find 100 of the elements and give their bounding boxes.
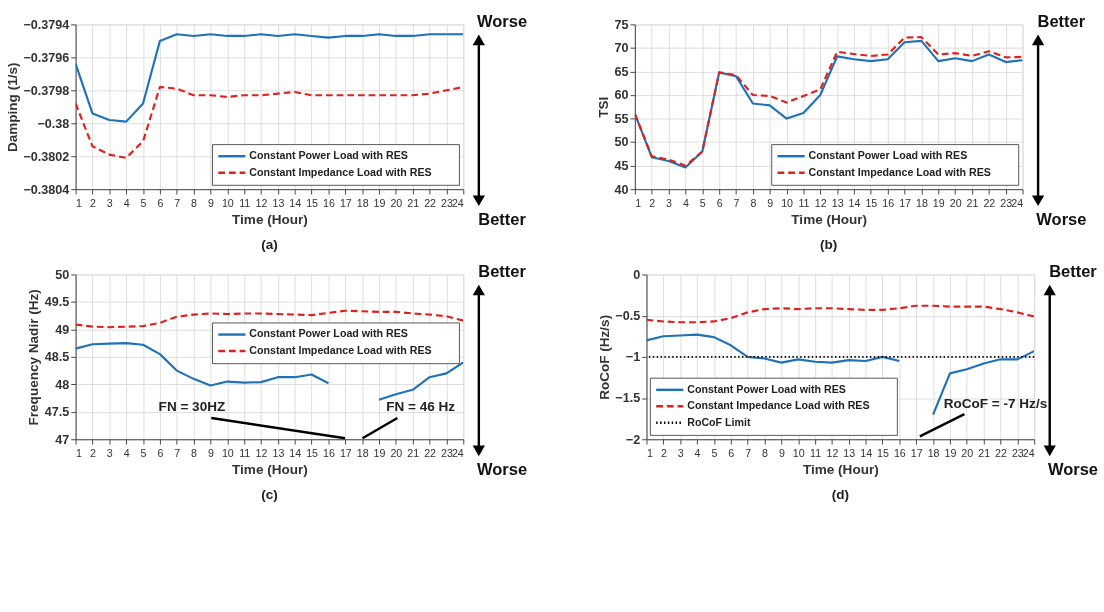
text: (a) (261, 237, 278, 253)
x-tick-label: 20 (390, 197, 403, 210)
x-tick-label: 11 (810, 447, 822, 460)
x-tick-label: 6 (157, 447, 164, 460)
y-tick-label: 40 (614, 182, 629, 197)
y-tick-label: 49 (55, 322, 70, 337)
x-tick-label: 4 (123, 197, 130, 210)
x-tick-label: 17 (339, 447, 352, 460)
x-tick-label: 23 (441, 197, 453, 210)
legend-label: Constant Power Load with RES (687, 382, 846, 395)
x-tick-label: 8 (191, 447, 198, 460)
x-tick-label: 7 (733, 197, 740, 210)
x-tick-label: 18 (915, 197, 928, 210)
x-tick-label: 15 (865, 197, 878, 210)
y-tick-label: 0 (633, 267, 641, 282)
x-tick-label: 14 (860, 447, 873, 460)
x-tick-label: 5 (140, 197, 147, 210)
text: Better (1037, 12, 1086, 31)
x-tick-label: 22 (995, 447, 1007, 460)
y-tick-label: 55 (614, 111, 629, 126)
x-tick-label: 14 (289, 197, 302, 210)
x-tick-label: 5 (711, 447, 718, 460)
x-tick-label: 9 (778, 447, 785, 460)
x-tick-label: 7 (174, 447, 181, 460)
x-tick-label: 8 (191, 197, 198, 210)
x-tick-label: 4 (682, 197, 689, 210)
y-axis-title: Frequency Nadir (Hz) (25, 289, 41, 426)
x-axis-title: Time (Hour) (232, 461, 308, 477)
text: Better (478, 210, 527, 229)
x-tick-label: 14 (848, 197, 861, 210)
y-tick-label: −0.3798 (23, 83, 70, 98)
legend-label: Constant Impedance Load with RES (808, 165, 991, 178)
y-tick-label: 47.5 (44, 405, 70, 420)
x-tick-label: 17 (910, 447, 923, 460)
y-tick-label: 49.5 (44, 295, 70, 310)
x-tick-label: 7 (174, 197, 181, 210)
x-tick-label: 15 (306, 197, 319, 210)
line-series (75, 33, 464, 123)
x-tick-label: 7 (745, 447, 752, 460)
x-tick-label: 8 (762, 447, 769, 460)
x-tick-label: 3 (677, 447, 684, 460)
text: Worse (477, 460, 528, 479)
y-tick-label: 48 (55, 377, 70, 392)
annotation: FN = 46 Hz (386, 399, 456, 415)
x-tick-label: 1 (76, 447, 83, 460)
x-tick-label: 22 (983, 197, 996, 210)
y-axis-title: TSI (595, 96, 611, 118)
x-tick-label: 18 (356, 197, 369, 210)
x-tick-label: 13 (831, 197, 844, 210)
y-tick-label: −1.5 (615, 391, 641, 406)
text: Better (1049, 262, 1098, 281)
x-tick-label: 6 (157, 197, 164, 210)
legend-label: RoCoF Limit (687, 415, 751, 428)
x-tick-label: 19 (932, 197, 945, 210)
x-tick-label: 10 (221, 447, 234, 460)
x-tick-label: 24 (451, 447, 464, 460)
y-tick-label: 47 (55, 432, 70, 447)
y-axis-title: RoCoF (Hz/s) (596, 314, 612, 400)
x-tick-label: 13 (272, 197, 285, 210)
x-tick-label: 8 (750, 197, 757, 210)
x-tick-label: 13 (272, 447, 285, 460)
x-tick-label: 1 (646, 447, 653, 460)
y-tick-label: −0.3804 (23, 182, 70, 197)
x-tick-label: 6 (728, 447, 735, 460)
x-tick-label: 5 (140, 447, 147, 460)
x-tick-label: 21 (978, 447, 991, 460)
x-tick-label: 3 (106, 447, 113, 460)
y-tick-label: 45 (614, 159, 629, 173)
x-tick-label: 12 (255, 197, 268, 210)
x-tick-label: 3 (666, 197, 673, 210)
x-tick-label: 2 (660, 447, 667, 460)
x-tick-label: 24 (451, 197, 464, 210)
x-tick-label: 22 (424, 447, 437, 460)
y-tick-label: −0.3796 (23, 50, 70, 65)
x-tick-label: 9 (207, 447, 214, 460)
x-axis-title: Time (Hour) (232, 211, 308, 227)
y-tick-label: −2 (625, 432, 641, 447)
text: Worse (1036, 210, 1087, 229)
line-series (646, 304, 1035, 324)
x-tick-label: 23 (441, 447, 453, 460)
y-tick-label: −0.3794 (23, 17, 70, 32)
x-axis-title: Time (Hour) (802, 461, 879, 477)
x-tick-label: 22 (424, 197, 437, 210)
x-tick-label: 17 (899, 197, 912, 210)
x-tick-label: 10 (792, 447, 805, 460)
x-tick-label: 23 (1000, 197, 1013, 210)
x-tick-label: 16 (882, 197, 895, 210)
y-tick-label: 65 (614, 64, 629, 79)
x-tick-label: 17 (339, 197, 352, 210)
y-tick-label: 75 (614, 17, 629, 32)
y-tick-label: 60 (614, 88, 629, 103)
y-tick-label: 70 (614, 41, 629, 56)
x-tick-label: 2 (89, 197, 96, 210)
y-tick-label: 48.5 (44, 350, 70, 365)
x-tick-label: 20 (961, 447, 974, 460)
x-tick-label: 4 (694, 447, 701, 460)
x-tick-label: 16 (323, 197, 335, 210)
x-tick-label: 3 (106, 197, 113, 210)
x-tick-label: 12 (255, 447, 268, 460)
x-tick-label: 19 (373, 447, 386, 460)
